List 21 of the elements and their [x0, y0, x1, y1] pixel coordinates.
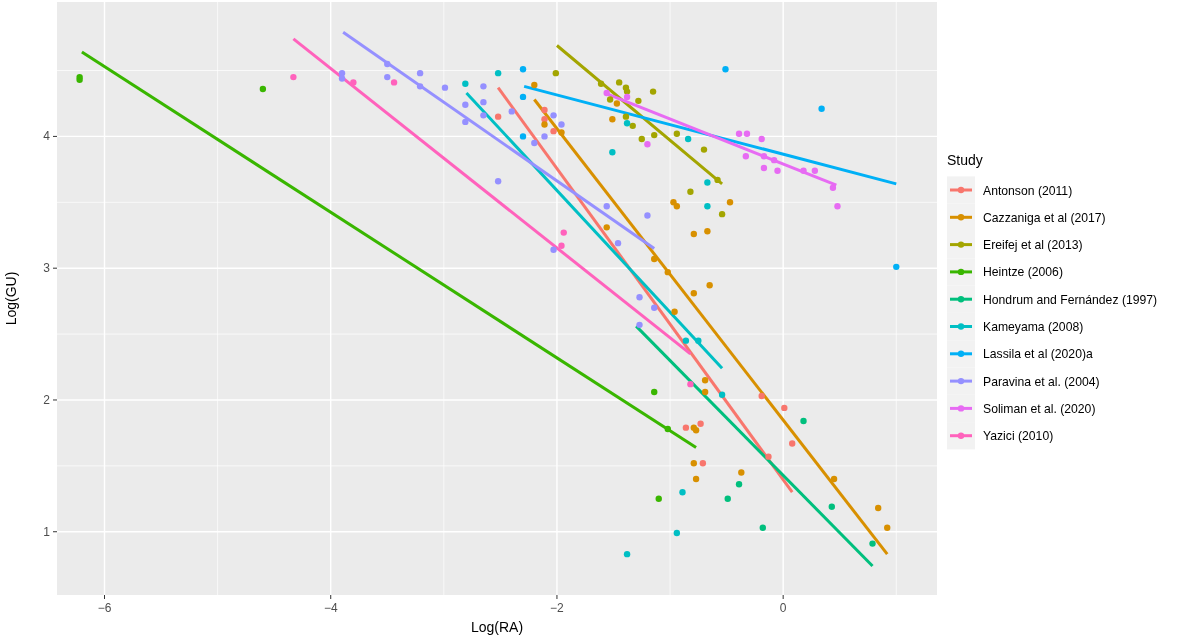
y-tick-label: 3: [43, 261, 51, 276]
x-tick-label: −6: [97, 601, 112, 615]
x-axis-title: Log(RA): [470, 619, 524, 635]
y-tick-label: 4: [43, 129, 51, 144]
legend-label: Kameyama (2008): [983, 320, 1084, 334]
x-tick-label: −4: [323, 601, 338, 615]
x-tick-label: −2: [550, 601, 565, 615]
legend-label: Antonson (2011): [983, 183, 1073, 198]
legend-label: Paravina et al. (2004): [983, 374, 1100, 389]
legend-label: Cazzaniga et al (2017): [983, 210, 1106, 225]
legend-label: Ereifej et al (2013): [983, 238, 1083, 253]
legend-label: Soliman et al. (2020): [983, 401, 1096, 416]
legend-label: Yazici (2010): [983, 429, 1054, 444]
y-tick-label: 2: [43, 392, 51, 407]
y-axis-title: Log(GU): [3, 271, 19, 326]
x-tick-label: 0: [779, 601, 787, 615]
legend-title: Study: [947, 152, 983, 168]
legend-label: Hondrum and Fernández (1997): [983, 292, 1158, 307]
y-tick-label: 1: [43, 524, 51, 539]
legend-label: Heintze (2006): [983, 265, 1063, 280]
legend-label: Lassila et al (2020)a: [983, 347, 1093, 362]
